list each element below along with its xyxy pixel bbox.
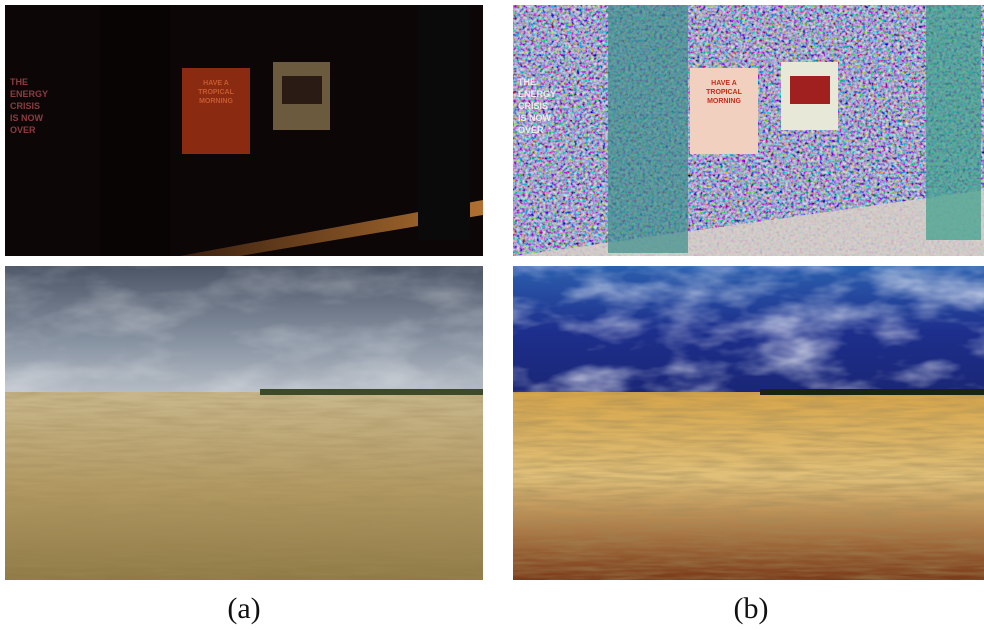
image-b-field bbox=[513, 266, 984, 580]
poster-text: THE bbox=[518, 77, 536, 87]
poster-text: CRISIS bbox=[10, 101, 40, 111]
poster-text: MORNING bbox=[707, 98, 741, 105]
poster-text: IS NOW bbox=[518, 113, 552, 123]
poster-text: HAVE A bbox=[203, 80, 229, 87]
poster-text: ENERGY bbox=[518, 89, 556, 99]
poster-text: OVER bbox=[518, 125, 544, 135]
poster-text: OVER bbox=[10, 125, 36, 135]
caption: (a) bbox=[227, 592, 260, 625]
caption: (b) bbox=[734, 592, 769, 625]
poster-text: TROPICAL bbox=[706, 89, 743, 96]
poster-text: HAVE A bbox=[711, 80, 737, 87]
poster-text: IS NOW bbox=[10, 113, 44, 123]
poster-text: MORNING bbox=[199, 98, 233, 105]
poster-text: ENERGY bbox=[10, 89, 48, 99]
image-b-subway: THE ENERGY CRISIS IS NOW OVER HAVE A TRO… bbox=[513, 5, 984, 256]
image-a-field bbox=[5, 266, 483, 580]
poster-text: THE bbox=[10, 77, 28, 87]
image-a-subway: THE ENERGY CRISIS IS NOW OVER HAVE A TRO… bbox=[5, 5, 483, 256]
poster-text: CRISIS bbox=[518, 101, 548, 111]
poster-text: TROPICAL bbox=[198, 89, 235, 96]
